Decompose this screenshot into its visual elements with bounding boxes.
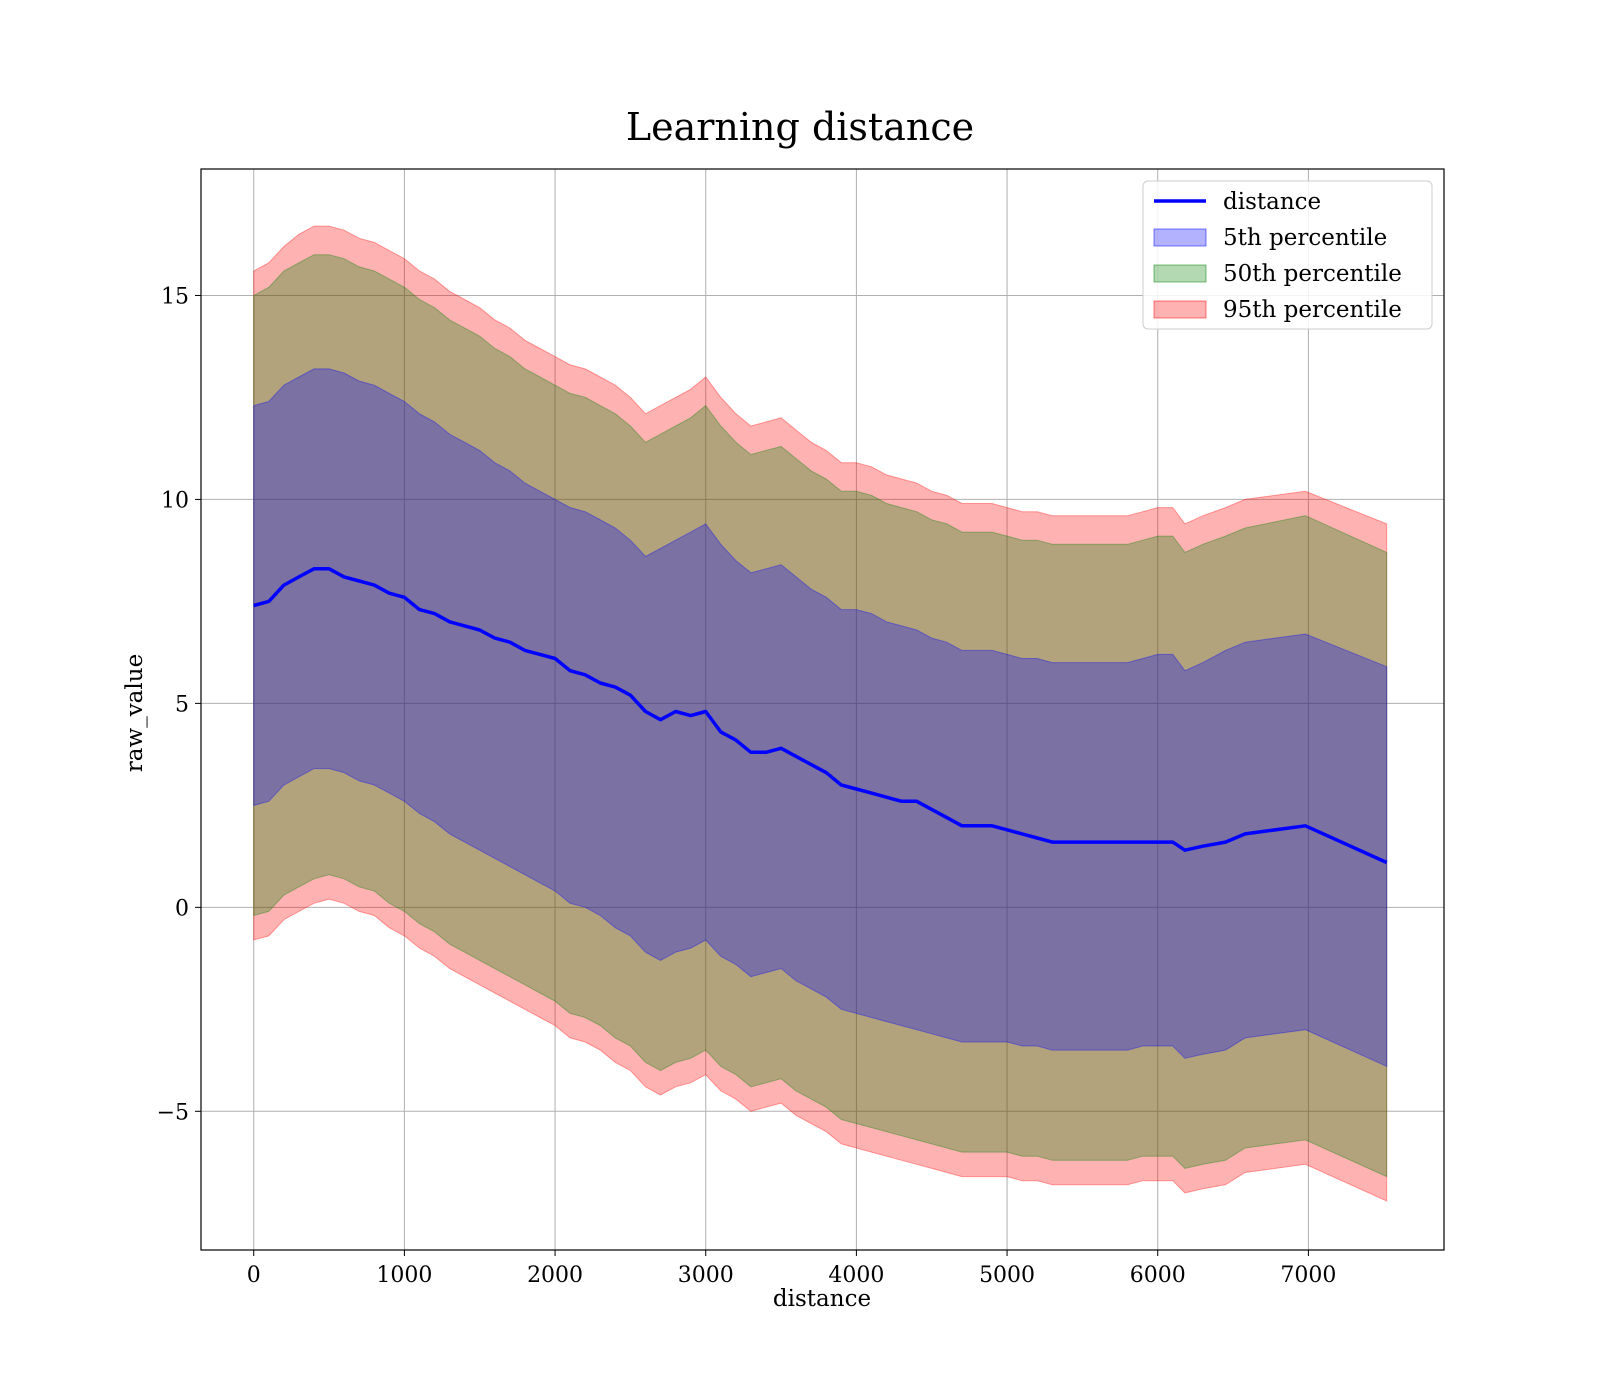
50th-percentile-band bbox=[253, 254, 1388, 1178]
x-tick-label: 5000 bbox=[979, 1263, 1035, 1288]
x-tick-label: 3000 bbox=[678, 1263, 734, 1288]
x-axis-ticks: 0 1000 2000 3000 4000 5000 6000 7000 bbox=[247, 1250, 1336, 1288]
legend-label: 5th percentile bbox=[1223, 225, 1387, 251]
x-tick-label: 0 bbox=[247, 1263, 261, 1288]
y-axis-ticks: −5 0 5 10 15 bbox=[157, 284, 201, 1125]
distance-line bbox=[253, 567, 1388, 865]
plot-frame bbox=[200, 168, 1445, 1251]
y-tick-label: 0 bbox=[175, 896, 189, 921]
legend-patch-swatch bbox=[1153, 264, 1207, 283]
x-tick-label: 2000 bbox=[527, 1263, 583, 1288]
y-tick-label: 5 bbox=[175, 692, 189, 717]
y-tick-label: 10 bbox=[161, 488, 189, 513]
x-axis-label: distance bbox=[773, 1286, 871, 1312]
chart-title: Learning distance bbox=[626, 105, 974, 149]
legend-label: 95th percentile bbox=[1223, 297, 1402, 323]
legend-patch-swatch bbox=[1153, 300, 1207, 319]
y-tick-label: −5 bbox=[157, 1100, 189, 1125]
legend-box bbox=[1142, 180, 1433, 330]
legend-label: distance bbox=[1223, 189, 1321, 215]
legend-label: 50th percentile bbox=[1223, 261, 1402, 287]
distance-series bbox=[253, 567, 1388, 865]
95th-percentile-band bbox=[253, 225, 1388, 1202]
x-tick-label: 7000 bbox=[1280, 1263, 1336, 1288]
y-tick-label: 15 bbox=[161, 284, 189, 309]
x-tick-label: 6000 bbox=[1130, 1263, 1186, 1288]
legend: distance 5th percentile 50th percentile 95t… bbox=[1142, 180, 1433, 330]
legend-patch-swatch bbox=[1153, 228, 1207, 247]
x-tick-label: 4000 bbox=[828, 1263, 884, 1288]
5th-percentile-band bbox=[253, 368, 1388, 1068]
x-tick-label: 1000 bbox=[376, 1263, 432, 1288]
y-axis-label: raw_value bbox=[122, 654, 148, 772]
percentile-bands bbox=[253, 225, 1388, 1202]
